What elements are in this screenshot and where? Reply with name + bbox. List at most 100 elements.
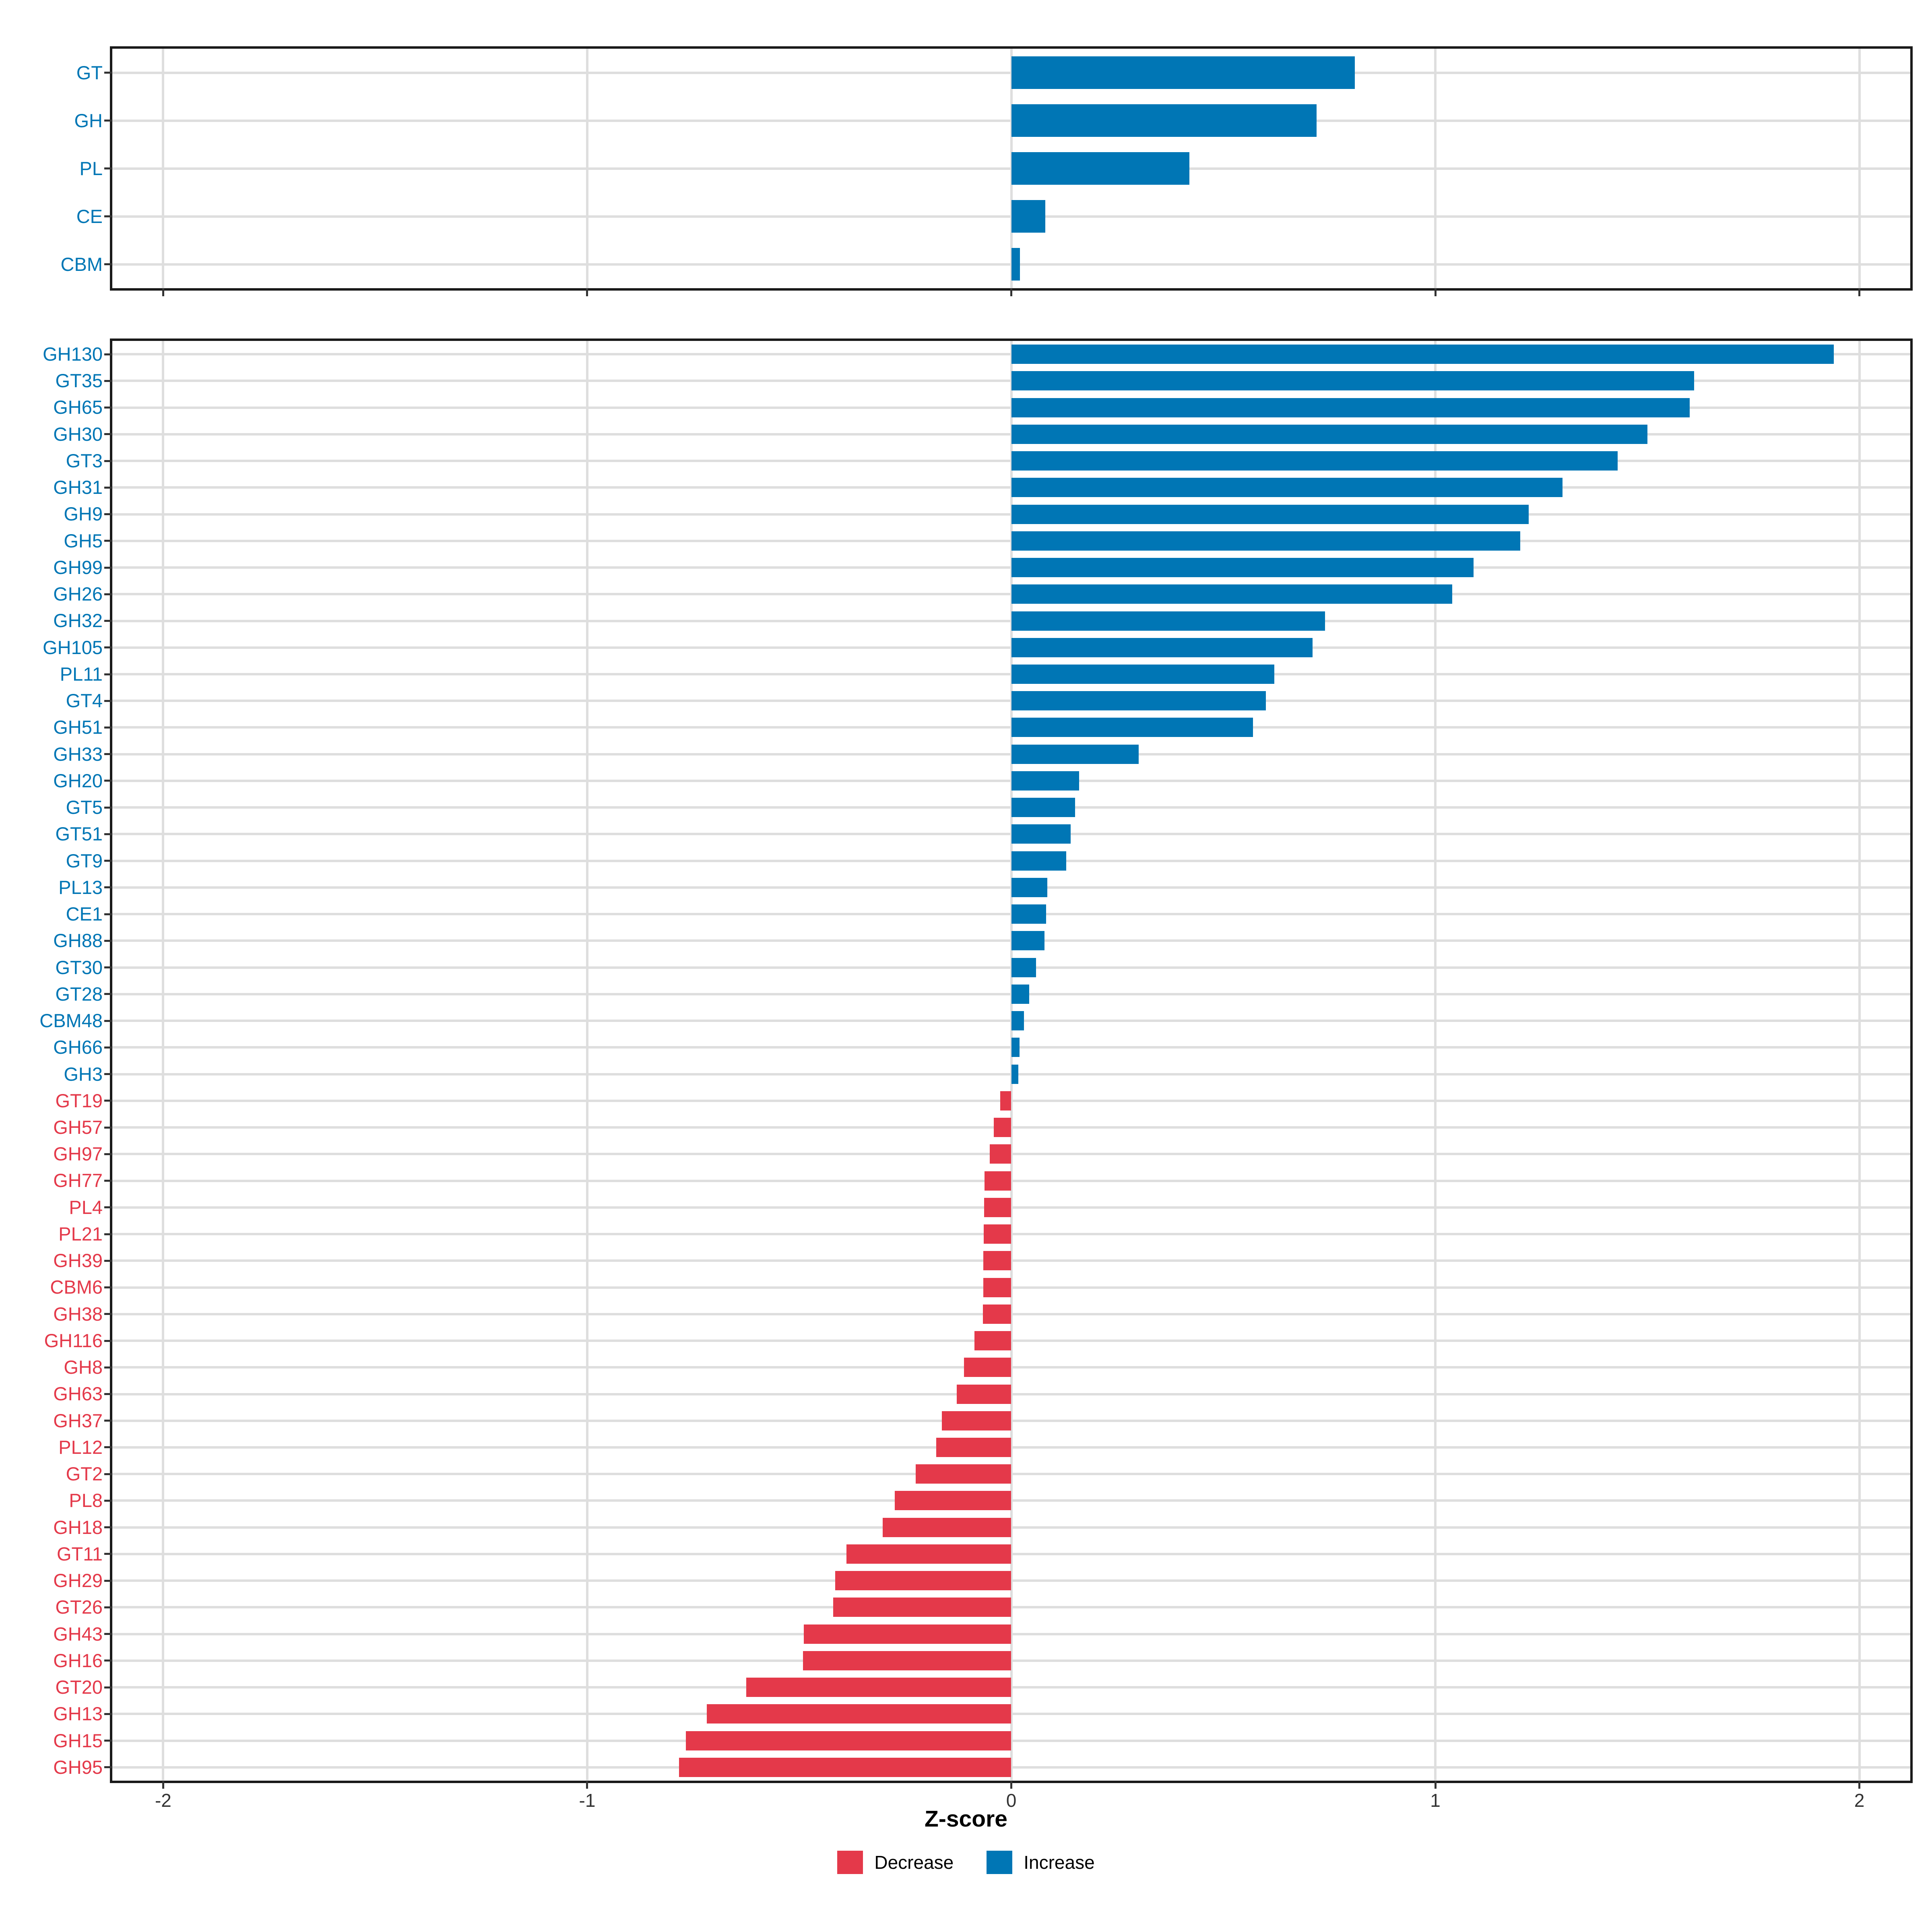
y-label-GH18: GH18	[53, 1516, 103, 1538]
bar-GT20	[746, 1678, 1011, 1697]
y-tick-CBM6	[104, 1286, 112, 1289]
y-label-CBM: CBM	[60, 254, 103, 275]
family-panel	[110, 339, 1913, 1783]
y-tick-GH97	[104, 1153, 112, 1155]
legend: Decrease Increase	[0, 1848, 1932, 1876]
legend-label-decrease: Decrease	[874, 1852, 954, 1873]
y-tick-GT5	[104, 806, 112, 809]
y-tick-CBM48	[104, 1020, 112, 1022]
y-tick-GT19	[104, 1100, 112, 1102]
gridline-horizontal	[112, 1659, 1910, 1662]
y-label-GH3: GH3	[64, 1063, 103, 1085]
bar-GT35	[1011, 371, 1694, 391]
y-label-GT11: GT11	[56, 1543, 103, 1565]
gridline-horizontal	[112, 1366, 1910, 1369]
gridline-horizontal	[112, 1179, 1910, 1182]
y-label-CE1: CE1	[66, 903, 103, 925]
y-tick-GT51	[104, 833, 112, 835]
gridline-horizontal	[112, 1259, 1910, 1262]
x-tick-2	[1858, 1781, 1861, 1789]
y-label-PL4: PL4	[69, 1196, 103, 1218]
y-label-CBM48: CBM48	[39, 1010, 103, 1032]
bar-GH5	[1011, 531, 1520, 551]
y-tick-GH66	[104, 1046, 112, 1049]
gridline-horizontal	[112, 1206, 1910, 1209]
y-label-PL: PL	[79, 158, 103, 179]
bar-GT2	[916, 1464, 1011, 1484]
y-label-PL8: PL8	[69, 1490, 103, 1511]
y-tick-PL4	[104, 1206, 112, 1209]
y-label-GH130: GH130	[43, 343, 103, 365]
y-label-GH38: GH38	[53, 1303, 103, 1325]
y-label-PL12: PL12	[58, 1436, 103, 1458]
gridline-horizontal	[112, 1340, 1910, 1342]
y-tick-GH99	[104, 566, 112, 569]
y-tick-GH15	[104, 1740, 112, 1742]
bar-CBM	[1011, 248, 1020, 281]
x-tick-0	[1010, 288, 1012, 296]
x-axis-title: Z-score	[925, 1806, 1007, 1832]
y-tick-GH63	[104, 1393, 112, 1395]
bar-GH65	[1011, 398, 1690, 417]
bar-GH32	[1011, 611, 1325, 631]
y-label-GH97: GH97	[53, 1143, 103, 1165]
gridline-vertical	[1858, 341, 1861, 1781]
y-label-GT20: GT20	[55, 1676, 103, 1698]
x-tick-1	[1434, 288, 1437, 296]
y-label-GH32: GH32	[53, 610, 103, 632]
bar-GH9	[1011, 504, 1529, 524]
bar-GT9	[1011, 851, 1067, 871]
bar-GH	[1011, 104, 1317, 137]
y-label-CE: CE	[76, 206, 103, 227]
y-label-GH65: GH65	[53, 396, 103, 418]
x-tick--1	[586, 288, 588, 296]
gridline-horizontal	[112, 1686, 1910, 1689]
y-tick-GH39	[104, 1259, 112, 1262]
gridline-horizontal	[112, 1766, 1910, 1769]
y-label-GH39: GH39	[53, 1250, 103, 1271]
y-tick-GH29	[104, 1579, 112, 1582]
y-label-GH13: GH13	[53, 1703, 103, 1725]
bar-GH3	[1011, 1064, 1019, 1084]
x-tick-1	[1434, 1781, 1437, 1789]
gridline-horizontal	[112, 1579, 1910, 1582]
y-label-PL21: PL21	[58, 1223, 103, 1245]
y-tick-GT26	[104, 1606, 112, 1608]
y-tick-GH37	[104, 1420, 112, 1422]
y-tick-GT3	[104, 460, 112, 462]
bar-GH43	[804, 1624, 1011, 1644]
bar-GH15	[686, 1731, 1011, 1750]
bar-GH29	[835, 1571, 1011, 1591]
x-tick-2	[1858, 288, 1861, 296]
bar-GT28	[1011, 984, 1029, 1004]
x-tick--2	[162, 1781, 164, 1789]
y-tick-GH9	[104, 513, 112, 516]
y-label-GH105: GH105	[43, 636, 103, 658]
y-tick-GH33	[104, 753, 112, 755]
y-tick-GH18	[104, 1526, 112, 1529]
y-tick-GH31	[104, 486, 112, 489]
gridline-horizontal	[112, 1552, 1910, 1555]
gridline-horizontal	[112, 1153, 1910, 1156]
bar-GH30	[1011, 424, 1647, 444]
legend-label-increase: Increase	[1024, 1852, 1095, 1873]
y-tick-GH43	[104, 1633, 112, 1635]
y-tick-GT30	[104, 966, 112, 969]
y-tick-GH	[104, 120, 112, 122]
x-tick--2	[162, 288, 164, 296]
y-label-GH57: GH57	[53, 1116, 103, 1138]
y-label-GT: GT	[76, 62, 103, 83]
bar-GH130	[1011, 345, 1834, 364]
gridline-horizontal	[112, 1499, 1910, 1502]
legend-key-decrease-swatch	[837, 1851, 863, 1874]
y-label-GT5: GT5	[66, 797, 103, 818]
y-tick-GT11	[104, 1553, 112, 1555]
bar-GH105	[1011, 638, 1313, 657]
y-label-GT26: GT26	[55, 1596, 103, 1618]
bar-CBM6	[983, 1278, 1011, 1297]
bar-GH18	[883, 1517, 1011, 1537]
bar-GH77	[985, 1171, 1011, 1191]
y-label-GH30: GH30	[53, 423, 103, 445]
y-tick-GH51	[104, 726, 112, 729]
x-tick-label--1: -1	[579, 1790, 596, 1811]
